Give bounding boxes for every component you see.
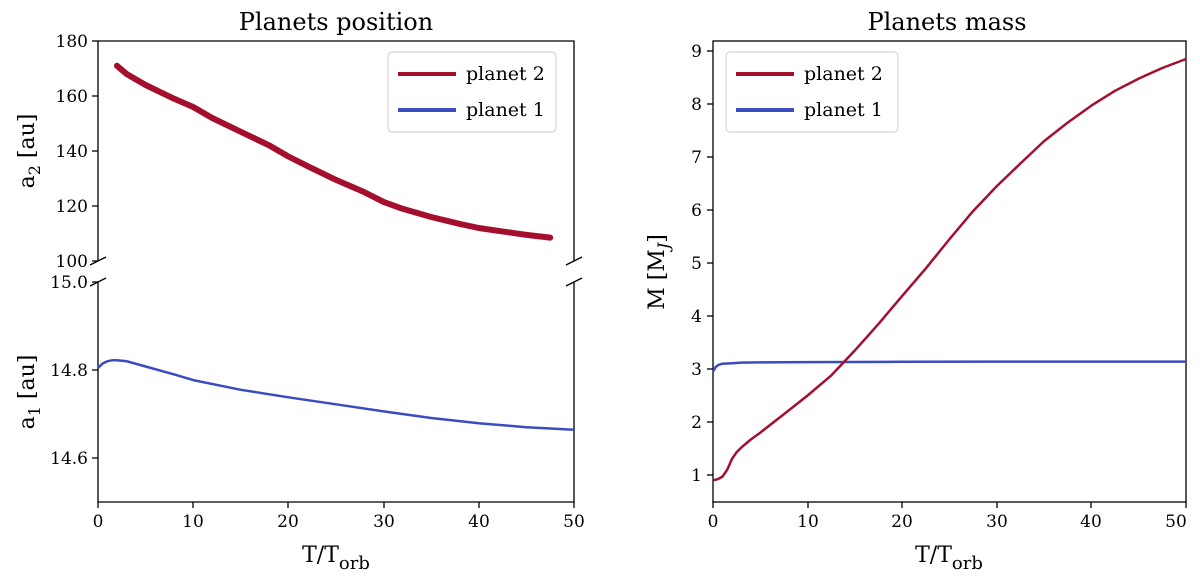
right-y-tick-label: 7 — [691, 148, 702, 168]
lower-y-tick-label: 15.0 — [50, 273, 88, 293]
right-x-axis-title-base: T/T — [915, 543, 952, 568]
axis-break-marker — [565, 256, 583, 266]
upper-y-tick-label: 140 — [56, 142, 88, 162]
right-y-tick-label: 1 — [691, 466, 702, 486]
legend-label-planet-2: planet 2 — [466, 63, 545, 85]
legend-label-planet-2: planet 2 — [804, 63, 883, 85]
planet-1-position-line — [97, 359, 575, 432]
axis-break-marker — [565, 277, 583, 287]
left-x-axis-title-base: T/T — [302, 543, 339, 568]
right-x-tick-label: 50 — [1165, 512, 1187, 532]
right-x-tick-label: 20 — [891, 512, 913, 532]
right-y-tick-label: 6 — [691, 201, 702, 221]
lower-y-tick-label: 14.6 — [50, 449, 88, 469]
right-y-tick-label: 5 — [691, 254, 702, 274]
right-y-tick-label: 9 — [691, 42, 702, 62]
planet-1-mass-line — [711, 360, 1186, 373]
left-x-axis-title: T/Torb — [302, 543, 370, 574]
left-x-tick-label: 30 — [373, 512, 395, 532]
left-x-tick-label: 50 — [563, 512, 585, 532]
right-y-tick-label: 3 — [691, 360, 702, 380]
right-x-tick-label: 10 — [797, 512, 819, 532]
lower-y-axis-title-base: a — [15, 416, 40, 429]
right-y-axis-title-sub: J — [654, 241, 673, 252]
left-legend: planet 2 planet 1 — [387, 51, 557, 133]
upper-y-axis-title-base: a — [15, 175, 40, 188]
right-x-axis-title-sub: orb — [952, 553, 983, 574]
planet-2-mass-line — [712, 57, 1187, 482]
lower-y-axis-title: a1 [au] — [15, 355, 44, 430]
planet-2-position-line — [114, 62, 554, 241]
right-y-tick-label: 8 — [691, 95, 702, 115]
right-x-tick-label: 0 — [708, 512, 719, 532]
right-y-tick-label: 4 — [691, 307, 702, 327]
left-panel-title: Planets position — [239, 8, 433, 36]
right-y-axis-title-unit: ] — [645, 234, 670, 243]
right-axis-frame — [712, 40, 1187, 503]
lower-y-axis-title-sub: 1 — [25, 406, 44, 416]
right-x-tick-label: 30 — [986, 512, 1008, 532]
upper-y-tick-label: 120 — [56, 197, 88, 217]
right-x-axis-title: T/Torb — [915, 543, 983, 574]
left-x-tick-label: 10 — [182, 512, 204, 532]
lower-y-axis-title-unit: [au] — [15, 355, 40, 406]
right-y-axis-title-base: M [M — [645, 249, 670, 310]
right-legend: planet 2 planet 1 — [725, 51, 899, 133]
left-x-tick-label: 20 — [277, 512, 299, 532]
left-x-axis-title-sub: orb — [339, 553, 370, 574]
right-panel: Planets mass 1 2 3 4 5 6 7 8 9 0 10 20 3… — [645, 8, 1187, 574]
legend-label-planet-1: planet 1 — [804, 99, 883, 121]
right-panel-title: Planets mass — [867, 8, 1026, 36]
upper-y-tick-label: 180 — [56, 32, 88, 52]
upper-y-axis-title-unit: [au] — [15, 114, 40, 165]
left-x-tick-label: 0 — [93, 512, 104, 532]
right-y-tick-label: 2 — [691, 413, 702, 433]
legend-label-planet-1: planet 1 — [466, 99, 545, 121]
lower-y-tick-label: 14.8 — [50, 361, 88, 381]
right-y-axis-title: M [MJ] — [645, 234, 673, 310]
upper-y-tick-label: 160 — [56, 87, 88, 107]
upper-y-axis-title-sub: 2 — [25, 165, 44, 175]
right-x-tick-label: 40 — [1080, 512, 1102, 532]
left-x-tick-label: 40 — [468, 512, 490, 532]
upper-y-axis-title: a2 [au] — [15, 114, 44, 189]
left-panel: Planets position 100 120 140 160 180 15.… — [15, 8, 585, 574]
lower-axis-frame — [97, 282, 575, 503]
upper-y-tick-label: 100 — [56, 252, 88, 272]
